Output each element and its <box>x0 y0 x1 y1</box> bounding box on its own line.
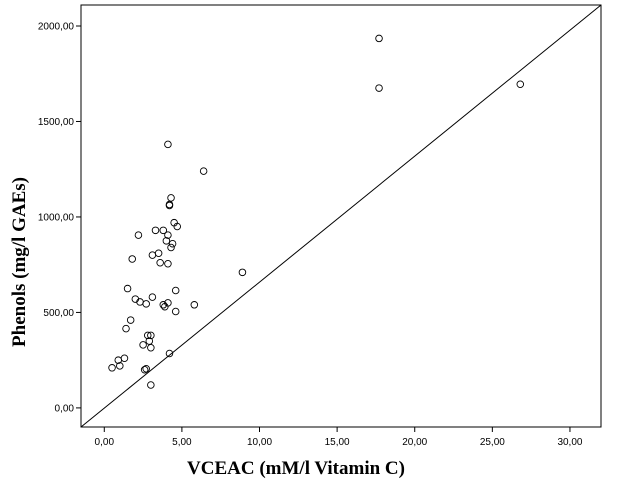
data-point <box>171 307 180 316</box>
data-point <box>116 362 124 370</box>
y-tick-label: 1500,00 <box>38 117 75 128</box>
data-point <box>171 286 180 295</box>
data-point <box>126 316 135 324</box>
data-point <box>375 84 383 92</box>
x-tick-label: 15,00 <box>325 437 350 448</box>
data-point <box>173 222 181 231</box>
data-point <box>164 259 172 268</box>
data-point <box>159 226 168 235</box>
x-tick-label: 25,00 <box>480 437 505 448</box>
x-tick-label: 5,00 <box>172 437 192 448</box>
data-point <box>156 259 164 267</box>
data-point <box>516 80 525 88</box>
data-point <box>148 293 157 301</box>
x-tick-label: 30,00 <box>557 437 582 448</box>
data-point <box>139 341 147 349</box>
data-point <box>238 268 247 277</box>
x-axis-title: VCEAC (mM/l Vitamin C) <box>187 458 405 479</box>
data-point <box>123 284 132 293</box>
data-point <box>199 167 208 175</box>
data-point <box>164 140 172 149</box>
data-point <box>142 300 150 308</box>
y-tick-label: 1000,00 <box>38 212 75 223</box>
data-point <box>168 239 177 248</box>
data-point <box>147 331 155 340</box>
data-point <box>143 331 152 340</box>
data-point <box>134 231 143 239</box>
data-point <box>122 324 130 333</box>
data-point <box>140 365 149 374</box>
y-tick-label: 2000,00 <box>38 22 75 33</box>
y-tick-label: 0,00 <box>55 403 75 414</box>
data-point <box>375 34 383 43</box>
data-point <box>167 243 175 252</box>
data-point <box>120 354 129 363</box>
data-point <box>159 301 168 309</box>
data-point <box>165 201 174 210</box>
data-point <box>154 249 163 257</box>
data-point <box>164 299 172 307</box>
y-axis-title: Phenols (mg/l GAEs) <box>9 177 30 347</box>
data-point <box>142 365 150 373</box>
data-point <box>164 231 172 239</box>
data-point <box>147 344 155 352</box>
data-point <box>190 301 199 309</box>
data-point <box>162 237 171 245</box>
data-point <box>167 194 175 202</box>
data-point <box>151 226 160 235</box>
data-point <box>108 364 116 372</box>
x-tick-label: 0,00 <box>95 437 115 448</box>
x-tick-label: 10,00 <box>247 437 272 448</box>
data-point <box>165 349 174 358</box>
y-tick-label: 500,00 <box>43 308 74 319</box>
data-point <box>128 255 136 263</box>
x-tick-label: 20,00 <box>402 437 427 448</box>
data-point <box>147 381 155 389</box>
